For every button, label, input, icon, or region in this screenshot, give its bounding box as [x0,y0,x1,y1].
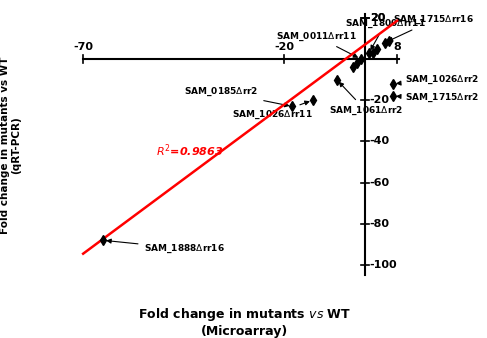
Text: SAM_1800$\Delta$rr11: SAM_1800$\Delta$rr11 [345,18,426,49]
Text: SAM_0185$\Delta$rr2: SAM_0185$\Delta$rr2 [184,86,288,107]
Text: SAM_1061$\Delta$rr2: SAM_1061$\Delta$rr2 [329,82,403,117]
Text: 8: 8 [393,43,401,52]
Text: -20: -20 [274,43,295,52]
Text: SAM_1715$\Delta$rr16: SAM_1715$\Delta$rr16 [389,14,474,41]
Text: SAM_1026$\Delta$rr11: SAM_1026$\Delta$rr11 [232,101,313,121]
Text: 20: 20 [370,13,385,23]
Text: SAM_1888$\Delta$rr16: SAM_1888$\Delta$rr16 [107,239,225,255]
Text: SAM_0011$\Delta$rr11: SAM_0011$\Delta$rr11 [276,30,357,57]
Text: -70: -70 [73,43,93,52]
Text: Fold change in mutants $vs$ WT
(Microarray): Fold change in mutants $vs$ WT (Microarr… [137,306,351,338]
Text: SAM_1026$\Delta$rr2: SAM_1026$\Delta$rr2 [397,73,480,86]
Text: Fold change in mutants vs WT
(qRT-PCR): Fold change in mutants vs WT (qRT-PCR) [0,57,21,234]
Text: -80: -80 [370,219,390,229]
Text: -60: -60 [370,178,390,188]
Text: 20: 20 [370,13,385,23]
Text: -40: -40 [370,137,390,146]
Text: -100: -100 [370,260,397,270]
Text: -20: -20 [370,95,390,105]
Text: SAM_1715$\Delta$rr2: SAM_1715$\Delta$rr2 [397,92,480,104]
Text: $R^2$=0.9863: $R^2$=0.9863 [156,143,223,159]
